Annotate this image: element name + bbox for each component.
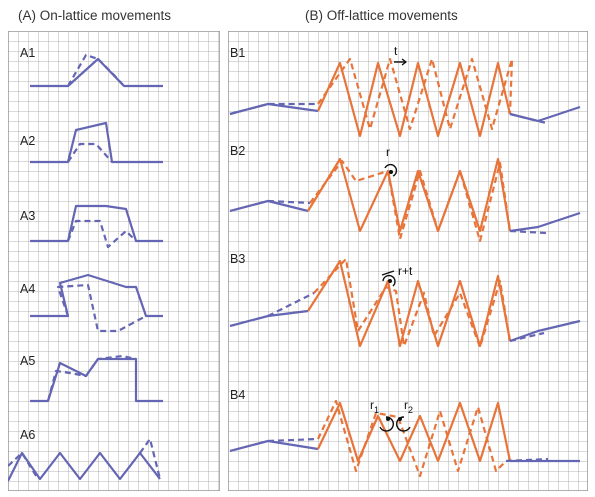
label-b3: B3 — [230, 252, 245, 266]
label-b2: B2 — [230, 144, 245, 158]
a5-chain — [30, 354, 163, 403]
b4-rotate-1-symbol: r1 — [370, 398, 379, 415]
a4-chain — [30, 273, 163, 333]
off-lattice-panel: t r r+t r1 r2 B1 B2 — [228, 31, 588, 491]
b2-rotate-symbol: r — [386, 145, 390, 159]
b2-chain — [229, 157, 581, 243]
b1-chain — [229, 57, 581, 138]
label-a6: A6 — [20, 428, 35, 442]
b3-chain — [229, 257, 581, 349]
label-a4: A4 — [20, 282, 35, 296]
label-a5: A5 — [20, 354, 35, 368]
label-b4: B4 — [230, 388, 245, 402]
panel-b-title: (B) Off-lattice movements — [305, 8, 458, 23]
b4-rotate-2-symbol: r2 — [404, 398, 413, 415]
a1-chain — [30, 53, 163, 88]
a3-chain — [30, 204, 163, 249]
b1-translate-symbol: t — [394, 44, 398, 58]
label-a3: A3 — [20, 209, 35, 223]
a6-chain — [8, 437, 162, 482]
lattice-grid — [8, 31, 220, 491]
on-lattice-panel: A1 A2 A3 A4 A5 A6 — [8, 31, 220, 491]
label-a2: A2 — [20, 134, 35, 148]
b4-chain — [229, 399, 580, 478]
panel-a-title: (A) On-lattice movements — [18, 8, 172, 23]
a2-chain — [30, 121, 163, 164]
label-b1: B1 — [230, 46, 245, 60]
label-a1: A1 — [20, 46, 35, 60]
b3-rotate-translate-symbol: r+t — [398, 264, 413, 278]
